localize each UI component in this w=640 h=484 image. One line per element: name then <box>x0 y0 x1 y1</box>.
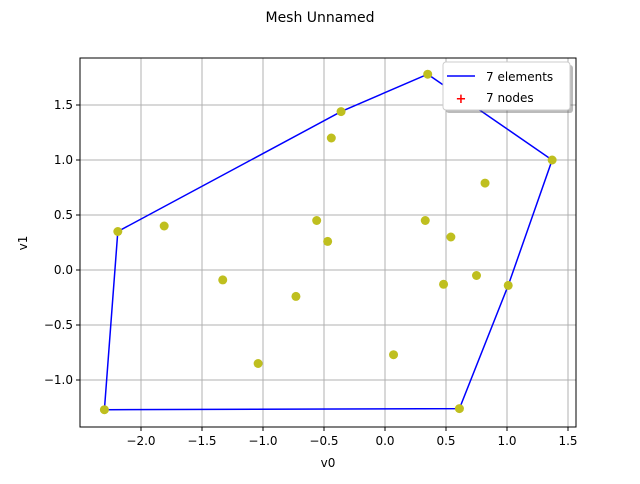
x-tick-label: −1.5 <box>187 434 216 448</box>
y-tick-label: 0.5 <box>54 208 73 222</box>
node-point <box>454 404 464 414</box>
plot-area <box>99 69 557 415</box>
legend: 7 elements + 7 nodes <box>442 61 573 113</box>
node-point <box>218 275 228 285</box>
node-point <box>472 271 481 280</box>
node-point <box>336 107 346 117</box>
node-point <box>113 227 123 236</box>
chart-title: Mesh Unnamed <box>265 10 374 26</box>
y-tick-label: −1.0 <box>44 373 73 387</box>
node-point <box>480 178 490 188</box>
node-point <box>99 405 109 415</box>
node-point <box>446 232 456 242</box>
node-point <box>253 359 263 368</box>
legend-label-elements: 7 elements <box>486 70 553 84</box>
node-point <box>439 279 449 289</box>
node-point <box>159 221 169 231</box>
y-tick-label: −0.5 <box>44 318 73 332</box>
node-point <box>389 350 399 360</box>
x-tick-label: 0.0 <box>375 434 394 448</box>
x-axis-label: v0 <box>321 456 336 470</box>
x-tick-label: −1.0 <box>248 434 277 448</box>
node-point <box>312 216 322 225</box>
y-axis-label: v1 <box>16 236 30 251</box>
node-point <box>323 236 333 246</box>
x-tick-label: −0.5 <box>309 434 338 448</box>
x-tick-label: 1.0 <box>497 434 516 448</box>
axes-frame <box>79 57 577 428</box>
node-point <box>420 216 430 225</box>
x-tick-label: 0.5 <box>436 434 455 448</box>
node-point <box>326 133 336 143</box>
ticks: −2.0 −1.5 −1.0 −0.5 0.0 0.5 1.0 1.5 −1.0 −0.5 0.0 0… <box>44 98 578 448</box>
node-point <box>503 280 513 290</box>
node-point <box>547 155 557 165</box>
node-point <box>291 291 301 301</box>
x-tick-label: 1.5 <box>558 434 577 448</box>
y-tick-label: 0.0 <box>54 263 73 277</box>
legend-label-nodes: 7 nodes <box>486 91 534 105</box>
y-tick-label: 1.0 <box>54 153 73 167</box>
legend-plus-icon: + <box>456 92 467 107</box>
x-tick-label: −2.0 <box>126 434 155 448</box>
y-tick-label: 1.5 <box>54 98 73 112</box>
element-edges <box>103 73 554 411</box>
node-point <box>423 69 433 79</box>
